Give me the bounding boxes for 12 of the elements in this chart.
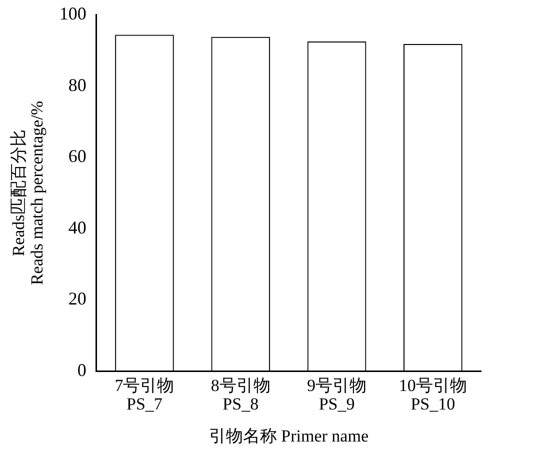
x-tick-label: 9号引物 PS_9	[307, 376, 367, 414]
x-tick-label: 10号引物 PS_10	[398, 376, 467, 414]
y-tick-label: 60	[68, 146, 86, 166]
x-tick-label: 8号引物 PS_8	[210, 376, 270, 414]
x-tick-label: 7号引物 PS_7	[114, 376, 174, 414]
y-tick-label: 20	[68, 288, 86, 309]
y-tick-label: 80	[68, 74, 86, 95]
y-tick-label: 100	[59, 4, 86, 24]
y-axis-title: Reads匹配百分比 Reads match percentage/%	[8, 100, 47, 286]
x-axis-title: 引物名称 Primer name	[208, 426, 368, 446]
y-tick-label: 40	[68, 217, 86, 238]
y-tick-label: 0	[77, 360, 86, 380]
